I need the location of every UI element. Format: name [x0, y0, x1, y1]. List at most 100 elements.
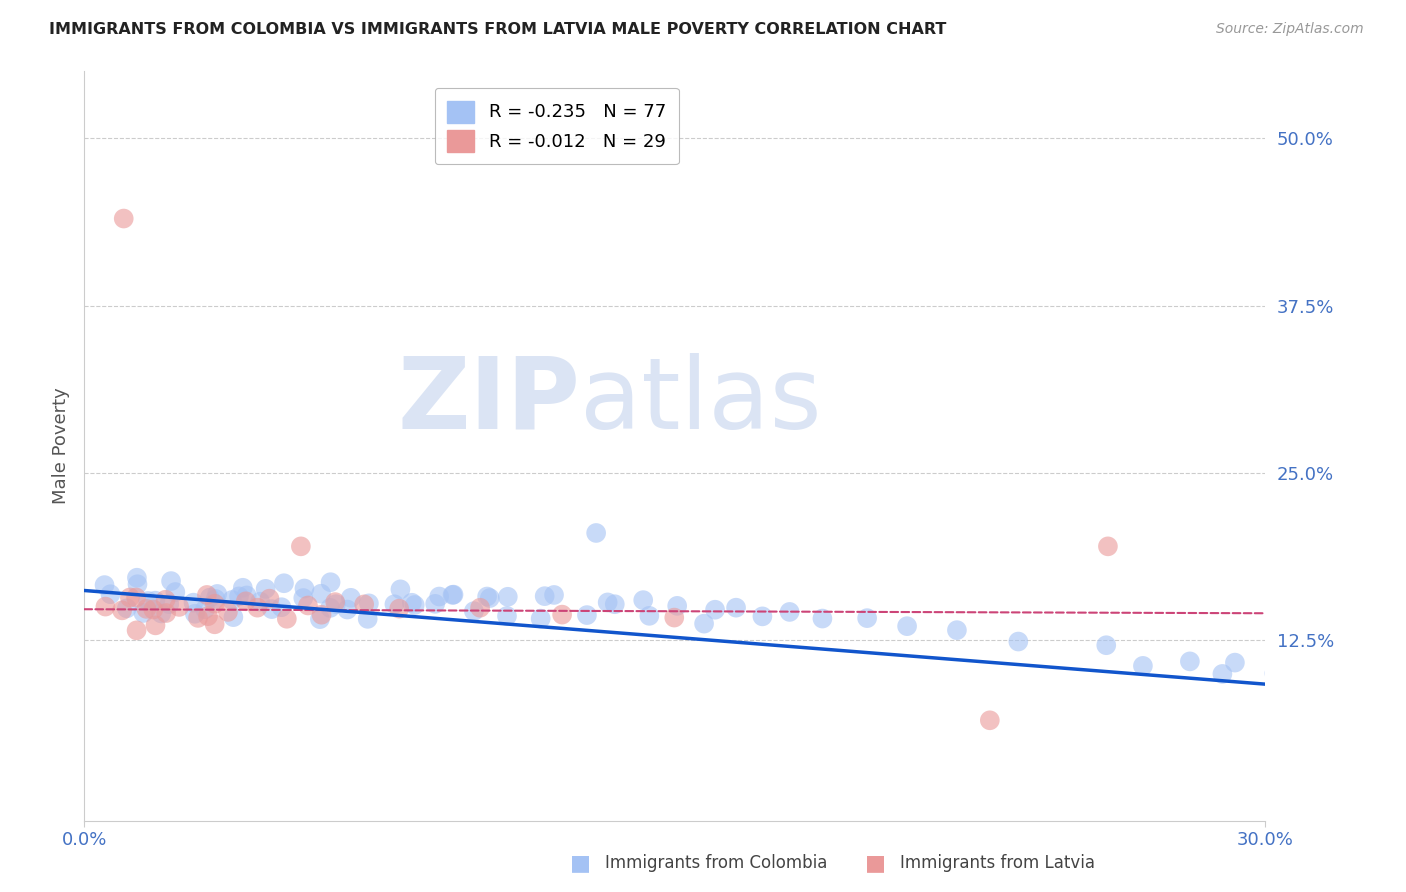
Point — [751, 609, 773, 624]
Point — [1097, 539, 1119, 553]
Point — [204, 592, 226, 607]
Point — [336, 602, 359, 616]
Point — [222, 610, 245, 624]
Point — [603, 597, 626, 611]
Point — [235, 594, 257, 608]
Point — [143, 593, 166, 607]
Point — [118, 591, 141, 605]
Point — [246, 600, 269, 615]
Point — [125, 624, 148, 638]
Point — [207, 587, 229, 601]
Point — [384, 597, 406, 611]
Point — [323, 595, 346, 609]
Point — [1263, 666, 1285, 681]
Text: Source: ZipAtlas.com: Source: ZipAtlas.com — [1216, 22, 1364, 37]
Text: ZIP: ZIP — [398, 352, 581, 450]
Point — [1211, 667, 1233, 681]
Point — [132, 606, 155, 620]
Text: Immigrants from Latvia: Immigrants from Latvia — [900, 855, 1095, 872]
Point — [388, 601, 411, 615]
Point — [319, 600, 342, 615]
Point — [136, 594, 159, 608]
Point — [160, 574, 183, 588]
Point — [404, 598, 426, 612]
Point — [221, 593, 243, 607]
Point — [145, 618, 167, 632]
Point — [596, 595, 619, 609]
Point — [693, 616, 716, 631]
Point — [290, 539, 312, 553]
Point — [157, 597, 180, 611]
Point — [297, 599, 319, 613]
Point — [357, 612, 380, 626]
Text: IMMIGRANTS FROM COLOMBIA VS IMMIGRANTS FROM LATVIA MALE POVERTY CORRELATION CHAR: IMMIGRANTS FROM COLOMBIA VS IMMIGRANTS F… — [49, 22, 946, 37]
Point — [309, 587, 332, 601]
Point — [249, 595, 271, 609]
Point — [389, 582, 412, 597]
Point — [779, 605, 801, 619]
Point — [228, 590, 250, 604]
Point — [184, 607, 207, 621]
Point — [292, 591, 315, 605]
Point — [235, 589, 257, 603]
Point — [631, 593, 654, 607]
Point — [585, 526, 607, 541]
Point — [530, 612, 553, 626]
Text: ■: ■ — [569, 854, 591, 873]
Point — [468, 600, 491, 615]
Point — [311, 607, 333, 622]
Point — [150, 607, 173, 621]
Point — [1007, 634, 1029, 648]
Point — [217, 605, 239, 619]
Point — [198, 591, 221, 605]
Point — [270, 600, 292, 615]
Point — [112, 211, 135, 226]
Point — [441, 588, 464, 602]
Point — [259, 591, 281, 606]
Point — [425, 597, 447, 611]
Point — [167, 599, 190, 614]
Point — [725, 600, 748, 615]
Point — [273, 576, 295, 591]
Point — [115, 601, 138, 615]
Point — [443, 588, 465, 602]
Point — [260, 602, 283, 616]
Text: ■: ■ — [865, 854, 886, 873]
Point — [197, 609, 219, 624]
Point — [533, 589, 555, 603]
Point — [856, 611, 879, 625]
Legend: R = -0.235   N = 77, R = -0.012   N = 29: R = -0.235 N = 77, R = -0.012 N = 29 — [434, 88, 679, 164]
Point — [638, 608, 661, 623]
Point — [276, 612, 298, 626]
Point — [478, 591, 501, 605]
Point — [1223, 656, 1246, 670]
Point — [204, 617, 226, 632]
Point — [575, 608, 598, 623]
Point — [1095, 638, 1118, 652]
Point — [142, 602, 165, 616]
Point — [1178, 654, 1201, 668]
Point — [319, 575, 342, 590]
Point — [704, 603, 727, 617]
Point — [811, 611, 834, 625]
Y-axis label: Male Poverty: Male Poverty — [52, 388, 70, 504]
Point — [496, 590, 519, 604]
Point — [496, 609, 519, 624]
Point — [187, 611, 209, 625]
Point — [254, 582, 277, 596]
Point — [664, 610, 686, 624]
Point — [155, 606, 177, 620]
Text: atlas: atlas — [581, 352, 823, 450]
Point — [135, 602, 157, 616]
Point — [357, 596, 380, 610]
Point — [294, 582, 316, 596]
Point — [340, 591, 363, 605]
Point — [401, 596, 423, 610]
Point — [946, 623, 969, 637]
Point — [183, 596, 205, 610]
Point — [325, 597, 347, 611]
Point — [475, 590, 498, 604]
Point — [125, 591, 148, 605]
Point — [463, 604, 485, 618]
Point — [543, 588, 565, 602]
